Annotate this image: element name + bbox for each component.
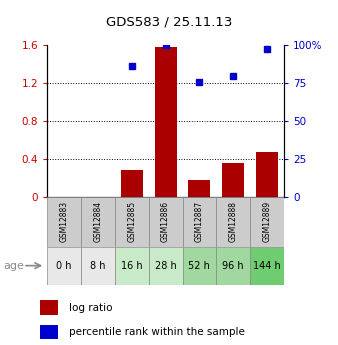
Bar (121, 170, 143, 197)
Text: GSM12883: GSM12883 (60, 201, 69, 242)
Text: GSM12884: GSM12884 (94, 201, 102, 242)
Bar (149, 197, 183, 247)
Text: GSM12889: GSM12889 (263, 201, 271, 242)
Text: percentile rank within the sample: percentile rank within the sample (70, 327, 245, 337)
Bar (40, 325, 57, 339)
Bar (250, 247, 284, 285)
Text: 28 h: 28 h (155, 261, 176, 270)
Bar (256, 152, 278, 197)
Text: 144 h: 144 h (253, 261, 281, 270)
Bar (40, 300, 57, 315)
Text: 96 h: 96 h (222, 261, 244, 270)
Bar (216, 247, 250, 285)
Bar (189, 180, 210, 197)
Bar (183, 197, 216, 247)
Bar (115, 247, 149, 285)
Text: 0 h: 0 h (56, 261, 72, 270)
Bar (222, 164, 244, 197)
Text: log ratio: log ratio (70, 303, 113, 313)
Bar (115, 197, 149, 247)
Text: 52 h: 52 h (189, 261, 210, 270)
Bar (81, 247, 115, 285)
Bar (47, 247, 81, 285)
Text: GSM12888: GSM12888 (229, 201, 238, 242)
Text: 8 h: 8 h (90, 261, 106, 270)
Bar (250, 197, 284, 247)
Text: GSM12887: GSM12887 (195, 201, 204, 242)
Text: GSM12885: GSM12885 (127, 201, 136, 242)
Bar (183, 247, 216, 285)
Bar (81, 197, 115, 247)
Text: GSM12886: GSM12886 (161, 201, 170, 242)
Text: age: age (3, 261, 24, 270)
Text: GDS583 / 25.11.13: GDS583 / 25.11.13 (106, 16, 232, 29)
Bar (149, 247, 183, 285)
Bar (155, 47, 177, 197)
Text: 16 h: 16 h (121, 261, 143, 270)
Bar (47, 197, 81, 247)
Bar (216, 197, 250, 247)
